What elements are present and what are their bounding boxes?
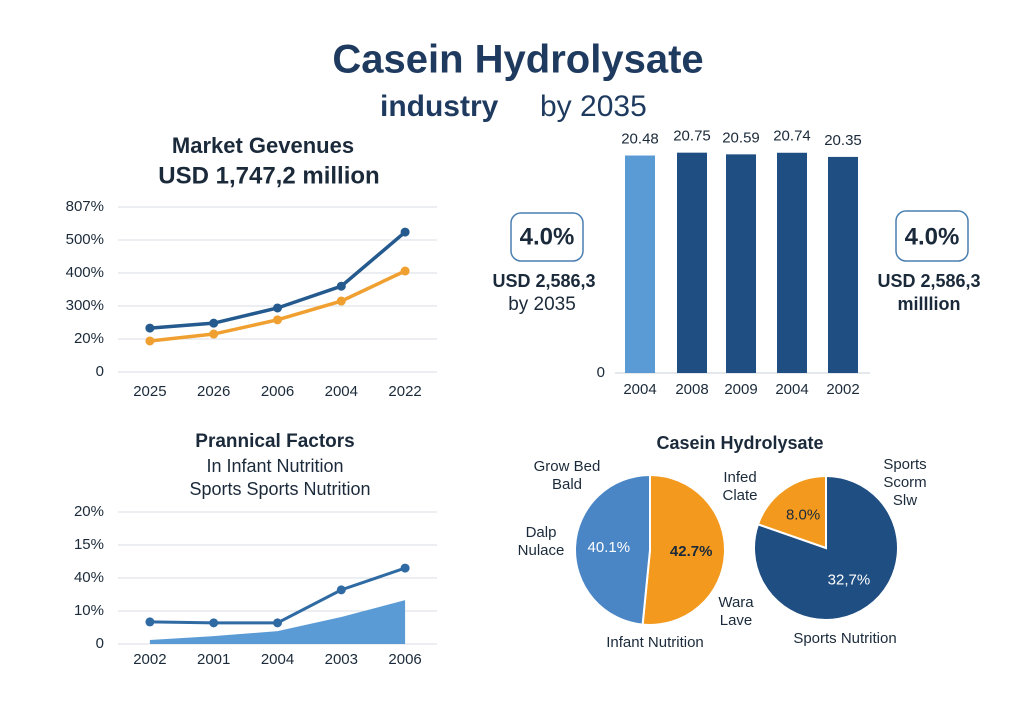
chart-subtitle: USD 1,747,2 million <box>158 162 379 189</box>
y-tick-label: 500% <box>66 231 104 248</box>
x-tick-label: 2009 <box>724 381 757 398</box>
callout-box <box>510 212 584 262</box>
callout-text: milllion <box>898 294 961 314</box>
chart-title: Market Gevenues <box>172 133 354 158</box>
bar <box>828 156 858 373</box>
annotation: Sports <box>883 456 926 473</box>
bar <box>777 152 807 373</box>
point <box>145 336 155 346</box>
pie-slice <box>574 473 651 626</box>
callout-text: USD 2,586,3 <box>877 271 980 291</box>
slice-label: 8.0% <box>786 507 820 524</box>
chart-title: Casein Hydrolysate <box>656 433 823 453</box>
y-tick-label: 20% <box>74 330 104 347</box>
bar <box>726 154 756 373</box>
point <box>336 296 346 306</box>
x-tick-label: 2004 <box>623 381 656 398</box>
annotation: Infant Nutrition <box>606 634 704 651</box>
y-tick-label: 10% <box>74 602 104 619</box>
subtitle-bold: industry <box>380 90 499 123</box>
chart-subtitle: Sports Sports Nutrition <box>189 479 370 499</box>
callout-text: by 2035 <box>508 294 576 315</box>
point <box>273 315 282 325</box>
point <box>209 618 219 628</box>
annotation: Slw <box>893 492 917 509</box>
x-tick-label: 2026 <box>197 383 230 400</box>
point <box>400 227 410 237</box>
y-tick-label: 807% <box>66 198 104 215</box>
x-tick-label: 2022 <box>388 383 421 400</box>
subtitle: by 2035 <box>540 90 647 123</box>
annotation: Clate <box>722 487 757 504</box>
y-tick-label: 0 <box>597 364 605 381</box>
value-label: 20.35 <box>824 132 862 149</box>
y-tick-label: 300% <box>66 297 104 314</box>
chart-subtitle: In Infant Nutrition <box>206 456 343 476</box>
bar <box>677 152 707 373</box>
x-tick-label: 2003 <box>325 651 358 668</box>
area <box>149 600 406 644</box>
point <box>336 585 346 595</box>
point <box>400 563 410 573</box>
x-tick-label: 2004 <box>325 383 358 400</box>
point <box>145 323 155 333</box>
slice-label: 32,7% <box>828 571 871 588</box>
x-tick-label: 2001 <box>197 651 230 668</box>
y-tick-label: 20% <box>74 503 104 520</box>
point <box>209 329 219 339</box>
annotation: Infed <box>723 469 756 486</box>
annotation: Lave <box>720 612 753 629</box>
y-tick-label: 0 <box>96 363 104 380</box>
pie-slice <box>641 473 726 626</box>
annotation: Nulace <box>518 542 565 559</box>
y-tick-label: 0 <box>96 635 104 652</box>
chart-title: Prannical Factors <box>195 431 354 452</box>
slice-label: 40.1% <box>588 539 631 556</box>
point <box>209 318 219 328</box>
point <box>273 618 282 628</box>
y-tick-label: 15% <box>74 536 104 553</box>
page-title: Casein Hydrolysate <box>332 38 703 82</box>
callout-value: 4.0% <box>520 223 575 250</box>
point <box>400 266 410 276</box>
annotation: Bald <box>552 476 582 493</box>
annotation: Scorm <box>883 474 926 491</box>
y-tick-label: 400% <box>66 264 104 281</box>
point <box>336 281 346 291</box>
line <box>149 230 407 330</box>
callout-box <box>895 210 969 262</box>
x-tick-label: 2002 <box>826 381 859 398</box>
x-tick-label: 2006 <box>261 383 294 400</box>
bar <box>625 155 655 373</box>
value-label: 20.59 <box>722 129 760 146</box>
point <box>273 303 282 313</box>
x-tick-label: 2004 <box>775 381 808 398</box>
value-label: 20.74 <box>773 128 811 145</box>
point <box>145 617 155 627</box>
x-tick-label: 2006 <box>388 651 421 668</box>
annotation: Grow Bed <box>534 458 601 475</box>
value-label: 20.48 <box>621 130 659 147</box>
x-tick-label: 2008 <box>675 381 708 398</box>
annotation: Dalp <box>526 524 557 541</box>
x-tick-label: 2025 <box>133 383 166 400</box>
annotation: Sports Nutrition <box>793 630 896 647</box>
pie-slice <box>756 474 827 550</box>
value-label: 20.75 <box>673 128 711 145</box>
x-tick-label: 2004 <box>261 651 294 668</box>
callout-text: USD 2,586,3 <box>492 271 595 291</box>
callout-value: 4.0% <box>905 223 960 250</box>
x-tick-label: 2002 <box>133 651 166 668</box>
y-tick-label: 40% <box>74 569 104 586</box>
annotation: Wara <box>718 594 754 611</box>
slice-label: 42.7% <box>670 543 713 560</box>
